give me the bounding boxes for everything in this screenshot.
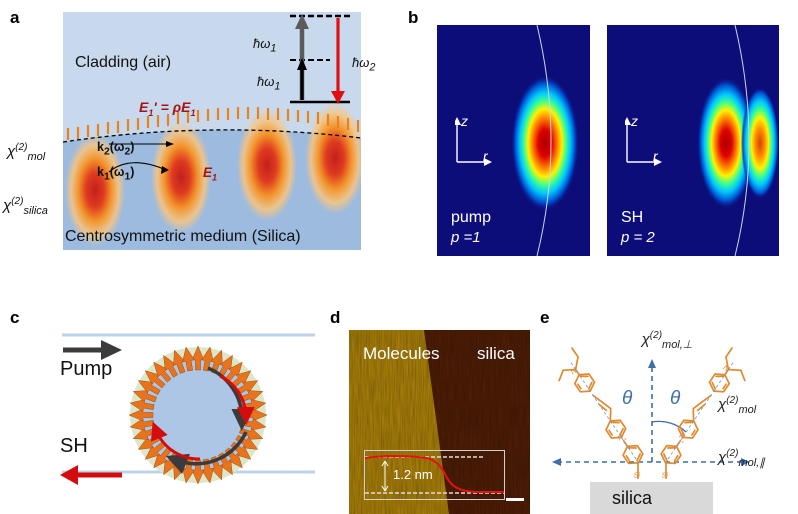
- svg-text:Si: Si: [662, 470, 669, 479]
